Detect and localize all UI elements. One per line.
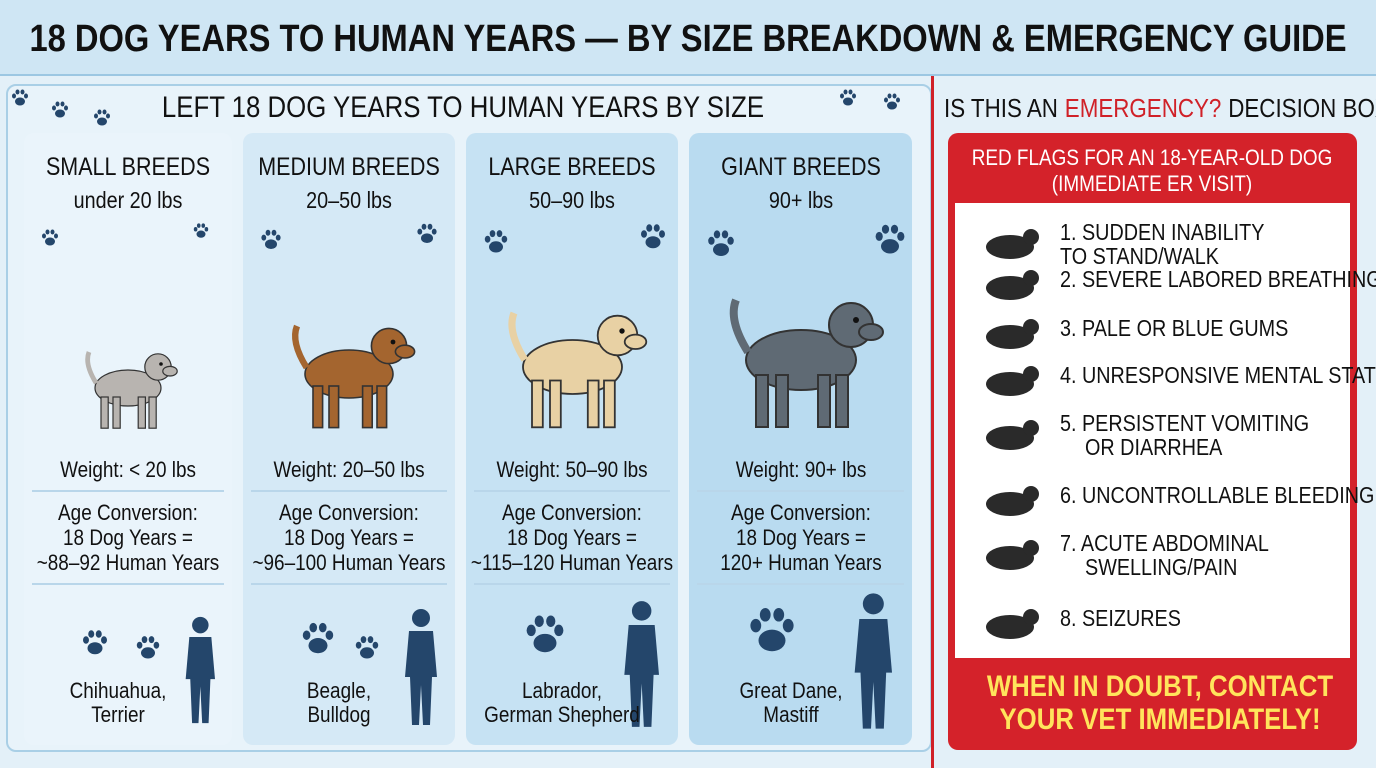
weight: Weight: < 20 lbs bbox=[60, 457, 196, 482]
paw-icon bbox=[708, 230, 734, 256]
separator bbox=[697, 490, 904, 492]
separator bbox=[697, 583, 904, 585]
flag-icon bbox=[986, 420, 1039, 450]
weight: Weight: 50–90 lbs bbox=[496, 457, 648, 482]
breed-examples: Mastiff bbox=[762, 702, 819, 727]
paw-icon bbox=[355, 636, 379, 659]
flag-icon bbox=[986, 319, 1039, 349]
heading-part: IS THIS AN bbox=[944, 93, 1058, 123]
age-conversion: 18 Dog Years = bbox=[63, 525, 193, 550]
dog-illustration bbox=[292, 324, 416, 429]
paw-icon bbox=[261, 229, 281, 249]
breed-range: 50–90 lbs bbox=[529, 187, 615, 213]
breed-examples: Labrador, bbox=[522, 678, 602, 703]
heading-part: DECISION BOX bbox=[1228, 93, 1376, 123]
flag-text: 8. SEIZURES bbox=[1060, 605, 1181, 631]
flag-text: OR DIARRHEA bbox=[1085, 434, 1223, 460]
breed-examples: Great Dane, bbox=[738, 678, 843, 703]
paw-icon bbox=[884, 93, 900, 110]
breed-range: under 20 lbs bbox=[73, 187, 183, 213]
breed-examples: Beagle, bbox=[306, 678, 372, 703]
dog-illustration bbox=[85, 351, 178, 429]
breed-range: 20–50 lbs bbox=[306, 187, 392, 213]
breed-examples: Bulldog bbox=[307, 702, 371, 727]
divider bbox=[931, 76, 934, 768]
paw-icon bbox=[136, 636, 160, 659]
paw-icon bbox=[526, 615, 564, 653]
flag-icon bbox=[986, 366, 1039, 396]
age-conversion: 18 Dog Years = bbox=[507, 525, 637, 550]
right-heading: IS THIS AN EMERGENCY? DECISION BOX bbox=[944, 93, 1376, 124]
age-conversion: Age Conversion: bbox=[730, 500, 871, 525]
flag-icon bbox=[986, 609, 1039, 639]
heading-emphasis: EMERGENCY? bbox=[1064, 93, 1222, 123]
page-title: 18 DOG YEARS TO HUMAN YEARS — BY SIZE BR… bbox=[29, 18, 1347, 60]
breed-range: 90+ lbs bbox=[768, 187, 833, 213]
paw-icon bbox=[840, 89, 856, 106]
separator bbox=[251, 583, 447, 585]
flag-text: 2. SEVERE LABORED BREATHING bbox=[1060, 266, 1376, 292]
flag-text: SWELLING/PAIN bbox=[1085, 554, 1238, 580]
flag-icon bbox=[986, 229, 1039, 259]
breed-name: GIANT BREEDS bbox=[720, 153, 881, 181]
separator bbox=[32, 583, 224, 585]
left-heading: LEFT 18 DOG YEARS TO HUMAN YEARS BY SIZE bbox=[161, 91, 765, 124]
person-icon bbox=[405, 609, 437, 725]
breed-name: LARGE BREEDS bbox=[488, 153, 656, 181]
paw-icon bbox=[193, 223, 209, 238]
weight: Weight: 20–50 lbs bbox=[273, 457, 425, 482]
weight: Weight: 90+ lbs bbox=[735, 457, 866, 482]
breed-examples: Terrier bbox=[91, 702, 145, 727]
age-conversion: Age Conversion: bbox=[502, 500, 642, 525]
separator bbox=[474, 490, 670, 492]
paw-icon bbox=[302, 622, 334, 654]
flag-text: TO STAND/WALK bbox=[1060, 243, 1220, 269]
flag-icon bbox=[986, 270, 1039, 300]
person-icon bbox=[854, 593, 892, 729]
paw-icon bbox=[484, 230, 508, 253]
age-conversion: 18 Dog Years = bbox=[735, 525, 866, 550]
flag-text: 6. UNCONTROLLABLE BLEEDING bbox=[1060, 482, 1375, 508]
paw-icon bbox=[875, 224, 905, 254]
paw-icon bbox=[52, 101, 68, 118]
flag-text: 5. PERSISTENT VOMITING bbox=[1060, 410, 1310, 436]
dog-illustration bbox=[507, 311, 647, 429]
flag-text: 4. UNRESPONSIVE MENTAL STATE bbox=[1060, 362, 1376, 388]
title-bar: 18 DOG YEARS TO HUMAN YEARS — BY SIZE BR… bbox=[0, 0, 1376, 76]
breed-name: MEDIUM BREEDS bbox=[258, 153, 440, 181]
age-conversion: ~88–92 Human Years bbox=[36, 550, 220, 575]
breed-name: SMALL BREEDS bbox=[45, 153, 211, 181]
age-conversion: 18 Dog Years = bbox=[284, 525, 414, 550]
flag-icon bbox=[986, 486, 1039, 516]
age-conversion: Age Conversion: bbox=[279, 500, 419, 525]
footer-text: WHEN IN DOUBT, CONTACT bbox=[986, 670, 1334, 703]
separator bbox=[32, 490, 224, 492]
flag-icon bbox=[986, 540, 1039, 570]
box-header: RED FLAGS FOR AN 18-YEAR-OLD DOG bbox=[971, 145, 1333, 170]
breed-examples: German Shepherd bbox=[484, 702, 640, 727]
box-header: (IMMEDIATE ER VISIT) bbox=[1051, 171, 1253, 196]
paw-icon bbox=[12, 89, 28, 106]
separator bbox=[251, 490, 447, 492]
flag-text: 1. SUDDEN INABILITY bbox=[1060, 219, 1265, 245]
flag-text: 3. PALE OR BLUE GUMS bbox=[1060, 315, 1289, 341]
paw-icon bbox=[42, 229, 58, 246]
person-icon bbox=[185, 616, 216, 724]
footer-text: YOUR VET IMMEDIATELY! bbox=[999, 703, 1321, 736]
paw-icon bbox=[750, 608, 794, 652]
flag-text: 7. ACUTE ABDOMINAL bbox=[1060, 530, 1269, 556]
paw-icon bbox=[83, 630, 107, 655]
age-conversion: Age Conversion: bbox=[58, 500, 198, 525]
age-conversion: ~96–100 Human Years bbox=[252, 550, 446, 575]
paw-icon bbox=[641, 224, 665, 249]
age-conversion: 120+ Human Years bbox=[719, 550, 882, 575]
paw-icon bbox=[417, 223, 437, 243]
dog-illustration bbox=[729, 298, 884, 428]
separator bbox=[474, 583, 670, 585]
age-conversion: ~115–120 Human Years bbox=[470, 550, 674, 575]
paw-icon bbox=[94, 109, 110, 126]
breed-examples: Chihuahua, bbox=[69, 678, 167, 703]
